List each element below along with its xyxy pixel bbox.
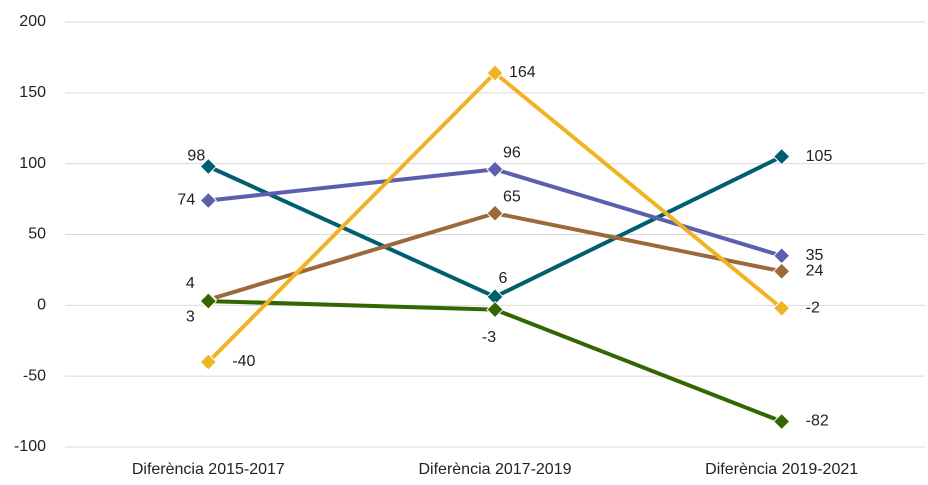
data-label: 105 [806, 148, 833, 165]
marker [199, 157, 218, 176]
y-tick-label: 0 [37, 297, 46, 314]
data-label: 6 [499, 270, 508, 287]
data-label: 24 [806, 263, 824, 280]
x-tick-label: Diferència 2015-2017 [132, 461, 285, 478]
y-tick-label: -50 [23, 367, 46, 384]
y-tick-label: -100 [14, 438, 46, 455]
marker [199, 292, 218, 310]
x-tick-label: Diferència 2019-2021 [705, 461, 858, 478]
data-label: 4 [186, 275, 195, 292]
data-label: -40 [232, 353, 255, 370]
marker [199, 191, 218, 210]
data-label: 74 [177, 192, 195, 209]
series-line [208, 299, 783, 424]
data-label: 3 [186, 308, 195, 325]
data-label: -82 [806, 413, 829, 430]
data-label: -3 [482, 329, 496, 346]
data-label: 98 [187, 148, 205, 165]
data-label: 164 [509, 64, 536, 81]
y-tick-label: 50 [28, 226, 46, 243]
data-label: 96 [503, 145, 521, 162]
marker [772, 262, 791, 281]
marker [772, 299, 791, 317]
y-tick-label: 100 [19, 155, 46, 172]
marker [486, 160, 504, 179]
data-label: -2 [806, 299, 820, 316]
marker [772, 247, 791, 265]
y-tick-label: 200 [19, 13, 46, 30]
data-label: 35 [806, 247, 824, 264]
marker [486, 300, 504, 319]
marker [772, 412, 791, 431]
marker [199, 353, 218, 371]
series-line [207, 211, 783, 302]
marker [486, 204, 504, 222]
marker [772, 147, 791, 166]
x-tick-label: Diferència 2017-2019 [419, 461, 572, 478]
data-label: 65 [503, 188, 521, 205]
marker [486, 64, 504, 82]
y-tick-label: 150 [19, 84, 46, 101]
